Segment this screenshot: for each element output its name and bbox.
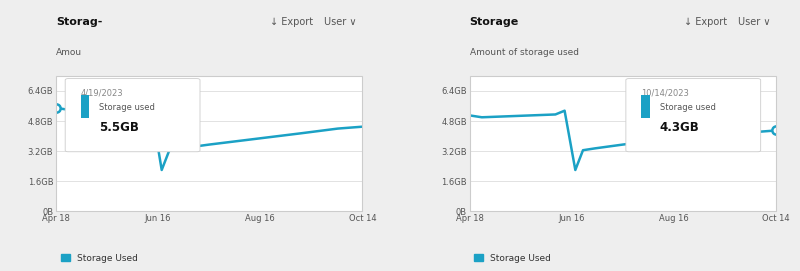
Text: Amount of storage used: Amount of storage used — [470, 48, 578, 57]
Text: ↓ Export: ↓ Export — [684, 17, 727, 27]
Text: Storage: Storage — [470, 17, 519, 27]
Text: 5.5GB: 5.5GB — [99, 121, 138, 134]
Text: 4/19/2023: 4/19/2023 — [81, 88, 123, 97]
Text: ↓ Export: ↓ Export — [270, 17, 314, 27]
Legend: Storage Used: Storage Used — [474, 254, 551, 263]
FancyBboxPatch shape — [81, 95, 89, 118]
FancyBboxPatch shape — [641, 95, 650, 118]
Text: 4.3GB: 4.3GB — [659, 121, 699, 134]
Legend: Storage Used: Storage Used — [61, 254, 138, 263]
FancyBboxPatch shape — [65, 79, 200, 152]
Text: Storage used: Storage used — [659, 103, 715, 112]
Text: User ∨: User ∨ — [738, 17, 770, 27]
Text: Storag-: Storag- — [56, 17, 102, 27]
Text: Amou: Amou — [56, 48, 82, 57]
Text: User ∨: User ∨ — [324, 17, 357, 27]
FancyBboxPatch shape — [626, 79, 761, 152]
Text: Storage used: Storage used — [99, 103, 154, 112]
Text: 10/14/2023: 10/14/2023 — [641, 88, 689, 97]
